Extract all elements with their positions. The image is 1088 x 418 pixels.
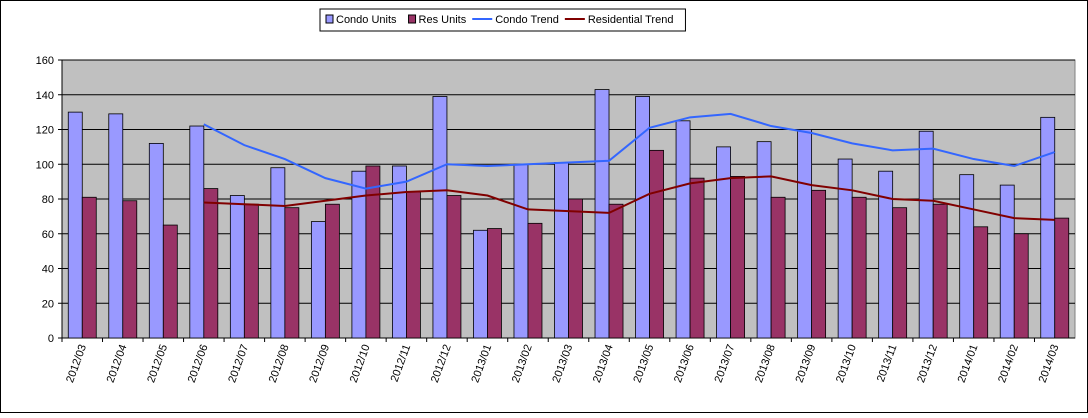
bar bbox=[918, 130, 934, 339]
y-tick-label: 140 bbox=[36, 90, 54, 102]
bar bbox=[122, 200, 138, 339]
bar bbox=[716, 146, 731, 339]
bar bbox=[797, 129, 813, 339]
y-tick-label: 120 bbox=[36, 125, 54, 137]
y-tick-label: 40 bbox=[42, 264, 54, 276]
bar bbox=[811, 189, 827, 339]
bar bbox=[203, 188, 219, 339]
bar bbox=[892, 207, 908, 339]
bar bbox=[837, 158, 853, 339]
bar bbox=[446, 195, 462, 339]
y-tick-label: 0 bbox=[48, 333, 54, 345]
y-tick-label: 160 bbox=[36, 55, 54, 67]
bar bbox=[932, 203, 948, 339]
bar bbox=[406, 191, 421, 339]
bar bbox=[973, 226, 989, 339]
legend-swatch bbox=[408, 14, 417, 24]
bar bbox=[162, 224, 178, 339]
bar bbox=[270, 167, 286, 339]
bar bbox=[324, 203, 340, 339]
bar bbox=[999, 184, 1015, 339]
bar bbox=[568, 198, 583, 339]
bar bbox=[527, 222, 543, 339]
y-tick-label: 100 bbox=[36, 159, 54, 171]
trend-line bbox=[203, 175, 1055, 221]
bar bbox=[851, 196, 867, 339]
bar bbox=[310, 221, 326, 339]
bar bbox=[243, 203, 259, 339]
bar bbox=[756, 141, 772, 339]
bar bbox=[67, 111, 83, 339]
legend-label: Residential Trend bbox=[588, 14, 674, 26]
bar bbox=[675, 120, 691, 339]
bar bbox=[1054, 217, 1070, 339]
legend-label: Condo Units bbox=[336, 14, 397, 26]
bar bbox=[487, 228, 502, 339]
bar bbox=[770, 196, 786, 339]
bar bbox=[1040, 116, 1056, 339]
y-tick-label: 80 bbox=[42, 194, 54, 206]
bar bbox=[432, 96, 448, 339]
bar bbox=[608, 203, 624, 339]
legend: Condo Units Res Units Condo Trend Residenti… bbox=[319, 8, 686, 32]
bar bbox=[554, 162, 569, 339]
bar bbox=[730, 176, 745, 339]
legend-label: Res Units bbox=[419, 14, 467, 26]
bar bbox=[1013, 233, 1029, 339]
bar bbox=[189, 125, 205, 339]
bar bbox=[959, 174, 975, 339]
bar bbox=[108, 113, 124, 339]
y-tick-label: 60 bbox=[42, 229, 54, 241]
bar bbox=[649, 149, 664, 339]
bar bbox=[473, 229, 488, 339]
trend-line bbox=[203, 112, 1056, 190]
bar bbox=[229, 195, 245, 339]
bar bbox=[365, 165, 381, 339]
bar bbox=[689, 177, 705, 339]
bar bbox=[148, 142, 164, 339]
bar bbox=[284, 207, 300, 339]
bar bbox=[81, 196, 97, 339]
legend-label: Condo Trend bbox=[495, 14, 559, 26]
legend-swatch bbox=[325, 14, 334, 24]
bar bbox=[513, 163, 529, 339]
y-tick-label: 20 bbox=[42, 298, 54, 310]
